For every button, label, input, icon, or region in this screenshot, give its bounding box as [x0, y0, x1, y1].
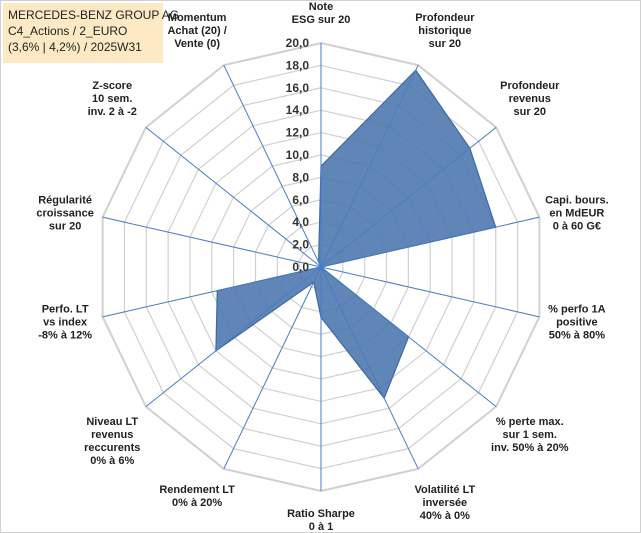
axis-spoke	[102, 266, 322, 318]
axis-label-line: 50% à 80%	[549, 329, 605, 341]
axis-label-line: sur 20	[49, 221, 81, 233]
axis-label: Niveau LT revenus reccurents 0% à 6%	[84, 416, 140, 467]
axis-label-line: sur 20	[429, 38, 461, 50]
axis-label-line: reccurents	[84, 442, 140, 454]
axis-label-line: -8% à 12%	[38, 329, 92, 341]
axis-label: Z-score 10 sem. inv. 2 à -2	[88, 80, 137, 118]
axis-label-line: 0 à 60 G€	[553, 221, 601, 233]
axis-label: Rendement LT 0% à 20%	[159, 484, 235, 509]
tick-label: 6,0	[292, 193, 309, 207]
axis-label-line: Capi. bours.	[545, 195, 609, 207]
axis-label-line: Note	[309, 1, 333, 13]
label-layer: Note ESG sur 20 Profondeur historique sur 20…	[36, 1, 608, 533]
axis-layer	[102, 43, 540, 491]
axis-label-line: Achat (20) /	[167, 25, 226, 37]
axis-label-line: inv. 2 à -2	[88, 106, 137, 118]
axis-label: Note ESG sur 20	[292, 1, 351, 26]
tick-label: 0,0	[292, 260, 309, 274]
axis-label-line: sur 20	[514, 106, 546, 118]
axis-label: Régularité croissance sur 20	[36, 195, 93, 233]
axis-label: Perfo. LT vs index -8% à 12%	[38, 303, 92, 341]
axis-label-line: Niveau LT	[86, 416, 138, 428]
axis-label: Ratio Sharpe 0 à 1	[287, 508, 355, 533]
axis-label-line: Profondeur	[500, 80, 560, 92]
axis-label-line: Profondeur	[415, 12, 475, 24]
axis-label-line: 40% à 0%	[420, 510, 470, 522]
axis-label-line: Rendement LT	[159, 484, 235, 496]
axis-label: % perfo 1A positive 50% à 80%	[548, 303, 606, 341]
axis-label-line: revenus	[509, 93, 551, 105]
tick-label: 18,0	[286, 58, 310, 72]
axis-label: % perte max. sur 1 sem. inv. 50% à 20%	[491, 416, 569, 454]
axis-label-line: 0% à 20%	[172, 497, 222, 509]
area-layer	[215, 69, 497, 400]
axis-label-line: % perte max.	[496, 416, 564, 428]
title-line-1: MERCEDES-BENZ GROUP AG	[8, 8, 180, 22]
axis-label-line: sur 1 sem.	[503, 429, 557, 441]
axis-spoke	[320, 266, 540, 318]
axis-spoke	[102, 216, 322, 268]
tick-label: 16,0	[286, 81, 310, 95]
tick-label: 2,0	[292, 238, 309, 252]
axis-label-line: vs index	[43, 316, 88, 328]
data-area	[215, 69, 497, 400]
tick-label: 10,0	[286, 148, 310, 162]
axis-label-line: Momentum	[168, 12, 227, 24]
title-line-3: (3,6% | 4,2%) / 2025W31	[8, 40, 142, 54]
tick-label: 14,0	[286, 103, 310, 117]
axis-spoke	[145, 266, 322, 408]
title-line-2: C4_Actions / 2_EURO	[8, 24, 128, 38]
axis-label-line: Ratio Sharpe	[287, 508, 355, 520]
axis-label-line: Vente (0)	[174, 38, 220, 50]
axis-label-line: 0% à 6%	[90, 455, 134, 467]
axis-label-line: positive	[556, 316, 598, 328]
tick-label: 4,0	[292, 215, 309, 229]
title-box: MERCEDES-BENZ GROUP AG C4_Actions / 2_EU…	[3, 3, 180, 63]
tick-layer: 0,0 2,0 4,0 6,0 8,0 10,0 12,0 14,0 16,0 18,0 20,0	[286, 36, 310, 274]
axis-label-line: Régularité	[38, 195, 92, 207]
axis-label-line: revenus	[91, 429, 133, 441]
axis-label-line: 10 sem.	[92, 93, 132, 105]
axis-label: Momentum Achat (20) / Vente (0)	[167, 12, 226, 50]
tick-label: 12,0	[286, 126, 310, 140]
axis-label: Profondeur revenus sur 20	[500, 80, 560, 118]
axis-label-line: Volatilité LT	[415, 484, 476, 496]
axis-label-line: historique	[418, 25, 471, 37]
axis-label-line: 0 à 1	[309, 521, 333, 533]
axis-label-line: ESG sur 20	[292, 14, 351, 26]
axis-spoke	[223, 64, 322, 268]
tick-label: 8,0	[292, 170, 309, 184]
axis-label-line: % perfo 1A	[548, 303, 606, 315]
axis-spoke	[320, 266, 419, 470]
axis-label: Volatilité LT inversée 40% à 0%	[415, 484, 476, 522]
tick-label: 20,0	[286, 36, 310, 50]
axis-label: Capi. bours. en MdEUR 0 à 60 G€	[545, 195, 609, 233]
axis-label-line: Z-score	[92, 80, 132, 92]
axis-spoke	[320, 126, 497, 268]
axis-label-line: inv. 50% à 20%	[491, 442, 569, 454]
axis-label-line: inversée	[423, 497, 468, 509]
axis-label-line: en MdEUR	[549, 208, 604, 220]
axis-spoke	[223, 266, 322, 470]
axis-label: Profondeur historique sur 20	[415, 12, 475, 50]
axis-spoke	[320, 64, 419, 268]
axis-label-line: Perfo. LT	[42, 303, 89, 315]
axis-spoke	[320, 266, 497, 408]
axis-label-line: croissance	[36, 208, 93, 220]
axis-spoke	[320, 216, 540, 268]
axis-spoke	[145, 126, 322, 268]
